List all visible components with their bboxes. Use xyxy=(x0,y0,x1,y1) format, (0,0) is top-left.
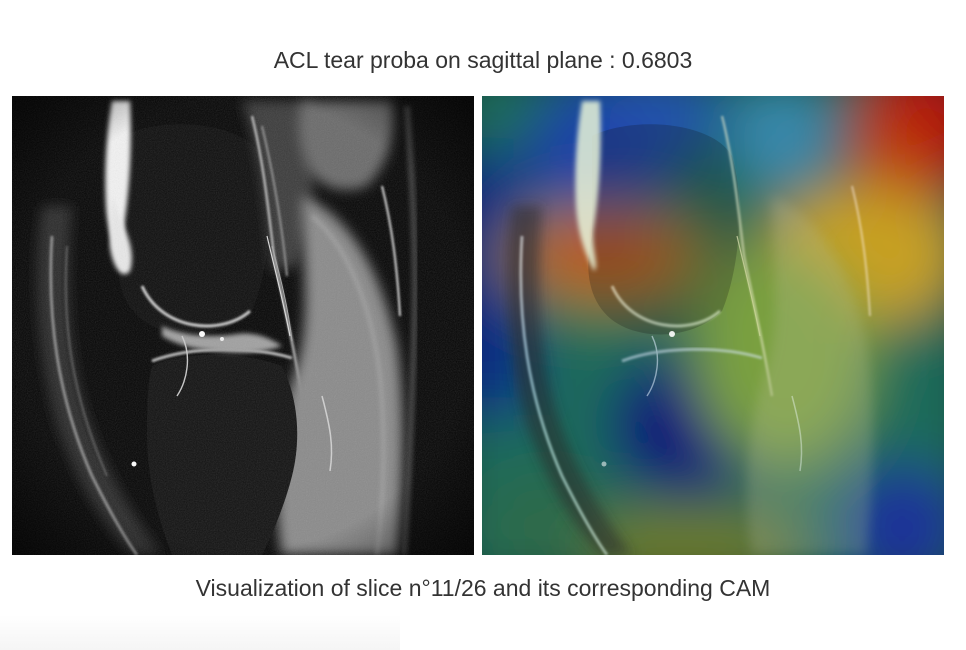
image-caption: Visualization of slice n°11/26 and its c… xyxy=(195,575,771,601)
mri-slice-image xyxy=(12,96,474,555)
bottom-fade-decoration xyxy=(0,615,400,650)
page-title: ACL tear proba on sagittal plane : 0.680… xyxy=(273,47,693,73)
cam-heatmap-overlay-image xyxy=(482,96,944,555)
